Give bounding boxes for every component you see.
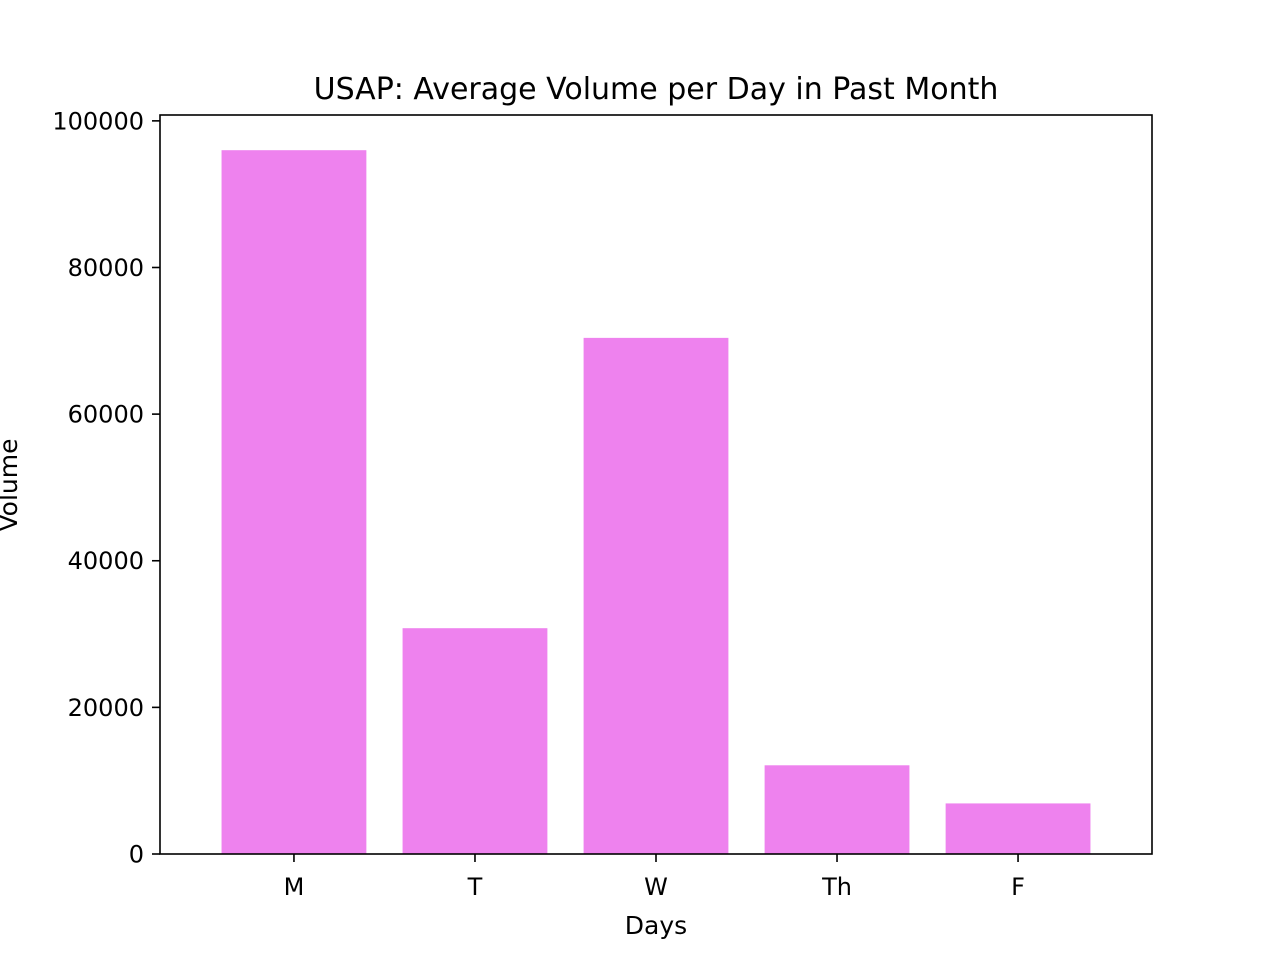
bar-th [764, 765, 910, 854]
bar-w [583, 337, 729, 854]
y-tick-label: 20000 [68, 694, 144, 722]
x-tick-label: M [284, 873, 305, 901]
y-tick-label: 100000 [52, 107, 144, 135]
chart-title: USAP: Average Volume per Day in Past Mon… [314, 72, 999, 107]
bar-m [221, 150, 367, 854]
x-tick-label: T [467, 873, 483, 901]
y-tick-label: 80000 [68, 254, 144, 282]
y-axis-ticks: 0 20000 40000 60000 80000 100000 [52, 107, 160, 869]
bars-group [221, 150, 1091, 854]
y-tick-label: 60000 [68, 401, 144, 429]
x-axis-label: Days [625, 911, 687, 940]
x-axis-ticks: M T W Th F [284, 854, 1025, 901]
y-axis-label: Volume [0, 439, 23, 532]
bar-t [402, 628, 548, 854]
x-tick-label: W [644, 873, 668, 901]
y-tick-label: 0 [129, 841, 144, 869]
y-tick-label: 40000 [68, 547, 144, 575]
bar-f [945, 803, 1091, 854]
x-tick-label: Th [821, 873, 852, 901]
x-tick-label: F [1011, 873, 1025, 901]
